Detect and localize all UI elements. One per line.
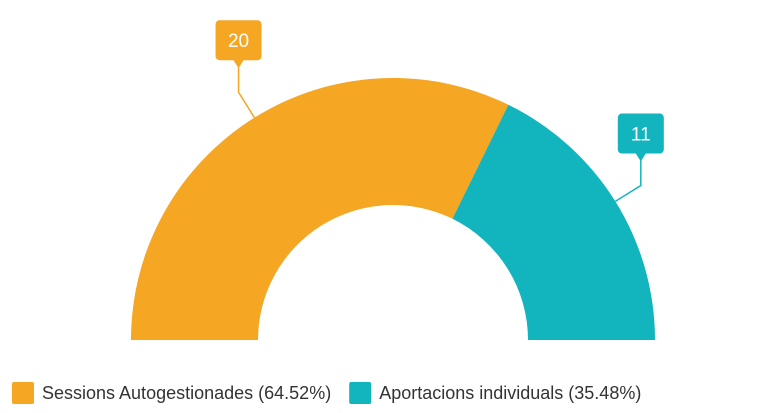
legend-swatch <box>12 382 34 404</box>
legend-swatch <box>349 382 372 404</box>
donut-segment <box>131 77 509 340</box>
data-label: 11 <box>631 125 651 146</box>
legend-label: Sessions Autogestionades (64.52%) <box>42 383 331 403</box>
legend-label: Aportacions individuals (35.48%) <box>379 383 641 403</box>
leader-line <box>614 157 642 203</box>
data-label: 20 <box>228 31 249 52</box>
donut-segment <box>452 104 655 340</box>
label-box <box>617 113 664 162</box>
leader-line <box>237 64 256 119</box>
label-box <box>215 20 262 69</box>
